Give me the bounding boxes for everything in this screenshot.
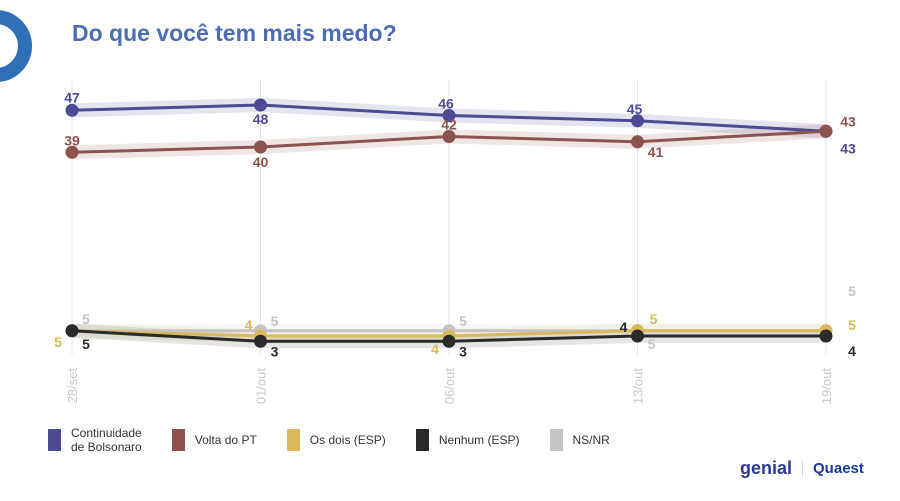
logos: genial Quaest — [740, 458, 864, 479]
x-tick-label: 19/out — [819, 368, 834, 405]
data-label: 5 — [650, 311, 658, 327]
legend-label: Continuidade de Bolsonaro — [71, 426, 142, 454]
data-label: 4 — [245, 317, 253, 333]
data-point — [819, 329, 833, 343]
data-label: 41 — [648, 144, 664, 160]
data-point — [442, 130, 456, 143]
data-point — [631, 114, 644, 128]
chart-title: Do que você tem mais medo? — [72, 20, 397, 46]
genial-logo: genial — [740, 458, 793, 478]
data-label: 5 — [54, 334, 62, 350]
x-tick-label: 28/set — [65, 368, 80, 404]
data-label: 5 — [271, 313, 279, 329]
data-label: 4 — [848, 343, 856, 359]
x-tick-label: 13/out — [631, 368, 646, 405]
legend-label: Nenhum (ESP) — [438, 433, 520, 447]
data-label: 4 — [431, 341, 439, 357]
legend-item: Volta do PT — [171, 426, 257, 454]
data-point — [819, 124, 833, 138]
legend-swatch — [549, 429, 563, 451]
data-point — [442, 334, 456, 348]
data-label: 46 — [438, 96, 454, 112]
data-point — [631, 329, 644, 343]
x-tick-label: 01/out — [254, 368, 269, 405]
legend-swatch — [415, 429, 429, 451]
legend-item: NS/NR — [549, 426, 610, 454]
data-label: 5 — [848, 283, 856, 299]
data-label: 5 — [648, 336, 656, 352]
data-point — [254, 334, 267, 348]
data-label: 3 — [459, 343, 467, 359]
data-point — [65, 103, 79, 117]
data-label: 42 — [441, 117, 457, 133]
data-point — [65, 324, 79, 338]
data-label: 5 — [82, 311, 90, 327]
data-label: 5 — [82, 336, 90, 352]
data-label: 43 — [840, 140, 856, 156]
legend-label: NS/NR — [572, 433, 610, 447]
data-point — [254, 140, 267, 154]
data-point — [631, 135, 644, 149]
data-point — [442, 109, 456, 122]
legend-swatch — [48, 429, 61, 451]
data-label: 47 — [64, 89, 80, 105]
legend: Continuidade de Bolsonaro Volta do PT Os d… — [48, 426, 640, 454]
legend-label: Volta do PT — [194, 433, 257, 447]
data-label: 40 — [253, 154, 269, 170]
data-label: 43 — [840, 113, 856, 129]
quaest-logo: Quaest — [802, 460, 864, 477]
data-label: 5 — [459, 313, 467, 329]
legend-item: Os dois (ESP) — [286, 426, 386, 454]
legend-swatch — [171, 429, 185, 451]
data-label: 5 — [848, 317, 856, 333]
legend-swatch — [286, 429, 300, 451]
data-label: 45 — [627, 101, 643, 117]
data-point — [65, 145, 79, 159]
data-label: 4 — [620, 319, 628, 335]
data-label: 3 — [271, 343, 279, 359]
data-label: 39 — [64, 132, 80, 148]
x-tick-label: 06/out — [442, 368, 457, 405]
legend-item: Continuidade de Bolsonaro — [48, 426, 142, 454]
data-point — [254, 98, 267, 112]
legend-label: Os dois (ESP) — [309, 433, 386, 447]
legend-item: Nenhum (ESP) — [415, 426, 520, 454]
data-label: 48 — [253, 111, 269, 127]
